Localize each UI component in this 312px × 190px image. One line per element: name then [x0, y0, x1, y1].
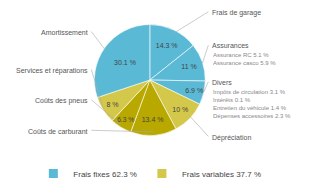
svg-text:Frais fixes 62.3 %: Frais fixes 62.3 % [73, 170, 137, 179]
svg-text:8 %: 8 % [106, 101, 118, 108]
svg-text:6.3 %: 6.3 % [117, 116, 134, 123]
svg-text:Assurance RC 5.1 %: Assurance RC 5.1 % [213, 52, 269, 58]
svg-text:Dépenses accessoires 2.3 %: Dépenses accessoires 2.3 % [213, 113, 291, 119]
svg-text:Entretien du véhicule 1.4 %: Entretien du véhicule 1.4 % [213, 105, 287, 111]
svg-text:Coûts des pneus: Coûts des pneus [35, 97, 88, 105]
svg-text:Divers: Divers [212, 79, 232, 86]
svg-text:6.9 %: 6.9 % [185, 87, 203, 94]
svg-text:Coûts de carburant: Coûts de carburant [28, 128, 88, 135]
svg-text:Assurances: Assurances [212, 42, 249, 49]
svg-text:Frais de garage: Frais de garage [212, 9, 261, 17]
svg-text:Amortissement: Amortissement [41, 29, 88, 36]
svg-text:13.4 %: 13.4 % [142, 116, 164, 123]
svg-text:Frais variables 37.7 %: Frais variables 37.7 % [182, 170, 261, 179]
svg-text:Dépréciation: Dépréciation [212, 134, 251, 142]
svg-text:14.3 %: 14.3 % [156, 42, 178, 49]
svg-text:Assurance casco 5.9 %: Assurance casco 5.9 % [213, 60, 276, 66]
svg-text:11 %: 11 % [181, 63, 196, 70]
svg-text:30.1 %: 30.1 % [114, 59, 136, 66]
svg-text:Impôts de circulation 3.1 %: Impôts de circulation 3.1 % [213, 89, 286, 95]
svg-text:Intérêts 0.1 %: Intérêts 0.1 % [213, 97, 251, 103]
svg-text:Services et réparations: Services et réparations [16, 67, 88, 75]
svg-text:10 %: 10 % [172, 106, 188, 113]
